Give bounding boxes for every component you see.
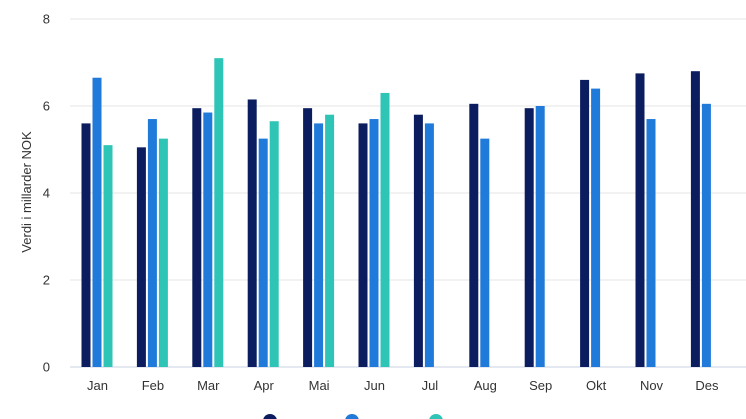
y-tick-label: 8 xyxy=(43,12,50,27)
bar-sep-series-1 xyxy=(524,108,534,368)
bar-jul-series-1 xyxy=(413,114,423,367)
bar-jun-series-2 xyxy=(369,119,379,367)
bars xyxy=(81,58,711,368)
legend-marker[interactable] xyxy=(429,414,443,419)
bar-des-series-1 xyxy=(690,71,700,367)
bar-apr-series-1 xyxy=(247,99,257,367)
x-tick-label: Sep xyxy=(529,378,552,393)
legend-marker[interactable] xyxy=(345,414,359,419)
bar-aug-series-2 xyxy=(480,138,490,368)
y-axis-ticks: 0 2 4 6 8 xyxy=(43,12,50,375)
bar-okt-series-1 xyxy=(580,79,590,368)
bar-mar-series-1 xyxy=(192,108,202,368)
bar-jan-series-2 xyxy=(92,77,102,367)
bar-jan-series-1 xyxy=(81,123,91,368)
y-tick-label: 2 xyxy=(43,273,50,288)
bar-okt-series-2 xyxy=(591,88,601,367)
bar-jul-series-2 xyxy=(424,123,434,368)
bar-apr-series-3 xyxy=(269,121,279,367)
x-tick-label: Okt xyxy=(586,378,607,393)
x-tick-label: Aug xyxy=(474,378,497,393)
bar-jan-series-3 xyxy=(103,145,113,367)
bar-mai-series-3 xyxy=(325,114,335,367)
y-tick-label: 4 xyxy=(43,186,50,201)
bar-apr-series-2 xyxy=(258,138,268,368)
bar-mai-series-2 xyxy=(314,123,324,368)
bar-feb-series-1 xyxy=(136,147,146,367)
bar-nov-series-1 xyxy=(635,73,645,368)
y-tick-label: 0 xyxy=(43,360,50,375)
bar-aug-series-1 xyxy=(469,103,479,367)
bar-feb-series-2 xyxy=(147,119,157,367)
y-axis-title: Verdi i millarder NOK xyxy=(19,131,34,253)
legend-marker[interactable] xyxy=(263,414,277,419)
bar-mar-series-2 xyxy=(203,112,213,367)
bar-nov-series-2 xyxy=(646,119,656,367)
bar-jun-series-3 xyxy=(380,92,390,367)
bar-mar-series-3 xyxy=(214,58,224,368)
x-tick-label: Des xyxy=(695,378,719,393)
bar-mai-series-1 xyxy=(303,108,313,368)
x-tick-label: Nov xyxy=(640,378,664,393)
x-tick-label: Feb xyxy=(142,378,164,393)
gridlines xyxy=(70,18,746,368)
x-tick-label: Jul xyxy=(422,378,439,393)
bar-des-series-2 xyxy=(701,103,711,367)
x-tick-label: Mar xyxy=(197,378,220,393)
bar-feb-series-3 xyxy=(158,138,168,368)
x-axis-ticks: Jan Feb Mar Apr Mai Jun Jul Aug Sep Okt Nov Des xyxy=(87,378,719,393)
y-tick-label: 6 xyxy=(43,99,50,114)
x-tick-label: Jan xyxy=(87,378,108,393)
bar-jun-series-1 xyxy=(358,123,368,368)
x-tick-label: Jun xyxy=(364,378,385,393)
legend xyxy=(263,414,443,419)
x-tick-label: Mai xyxy=(309,378,330,393)
bar-sep-series-2 xyxy=(535,106,545,367)
x-tick-label: Apr xyxy=(254,378,275,393)
